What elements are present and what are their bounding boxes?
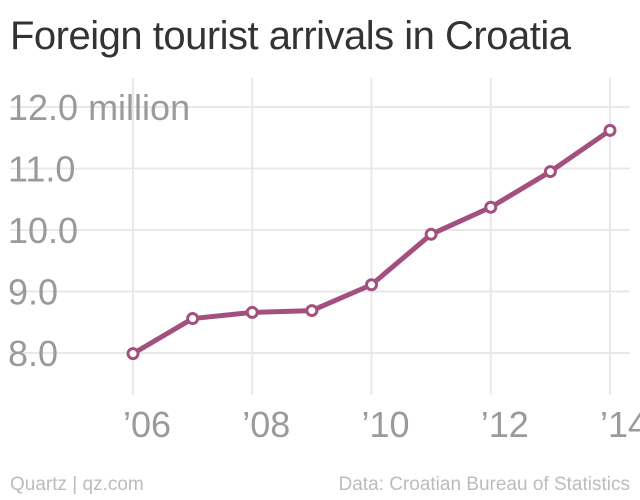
data-point (424, 227, 438, 241)
x-axis-tick-labels: ’06 ’08 ’10 ’12 ’14 (123, 404, 640, 445)
data-point (603, 123, 617, 137)
footer-credit: Quartz | qz.com (10, 474, 144, 495)
data-point (245, 305, 259, 319)
data-point (365, 278, 378, 292)
x-tick-label: ’06 (123, 404, 171, 445)
series-group (126, 123, 617, 361)
y-tick-label: 10.0 (8, 210, 78, 251)
x-tick-label: ’14 (600, 404, 640, 445)
data-point (543, 165, 557, 179)
y-gridlines (10, 106, 630, 354)
data-point (126, 347, 140, 361)
chart-title: Foreign tourist arrivals in Croatia (10, 14, 571, 58)
x-tick-label: ’10 (362, 404, 410, 445)
x-gridlines (132, 78, 611, 395)
x-tick-label: ’12 (481, 404, 529, 445)
y-tick-label: 11.0 (8, 149, 75, 190)
footer-source: Data: Croatian Bureau of Statistics (338, 474, 630, 495)
x-tick-label: ’08 (242, 404, 290, 445)
data-point (305, 304, 319, 318)
data-point (484, 200, 498, 214)
y-tick-label: 9.0 (8, 272, 58, 313)
data-point (186, 312, 200, 326)
y-tick-label: 8.0 (8, 333, 58, 374)
y-tick-label: 12.0 million (8, 87, 190, 128)
y-axis-tick-labels: 12.0 million 11.0 10.0 9.0 8.0 (8, 87, 190, 374)
